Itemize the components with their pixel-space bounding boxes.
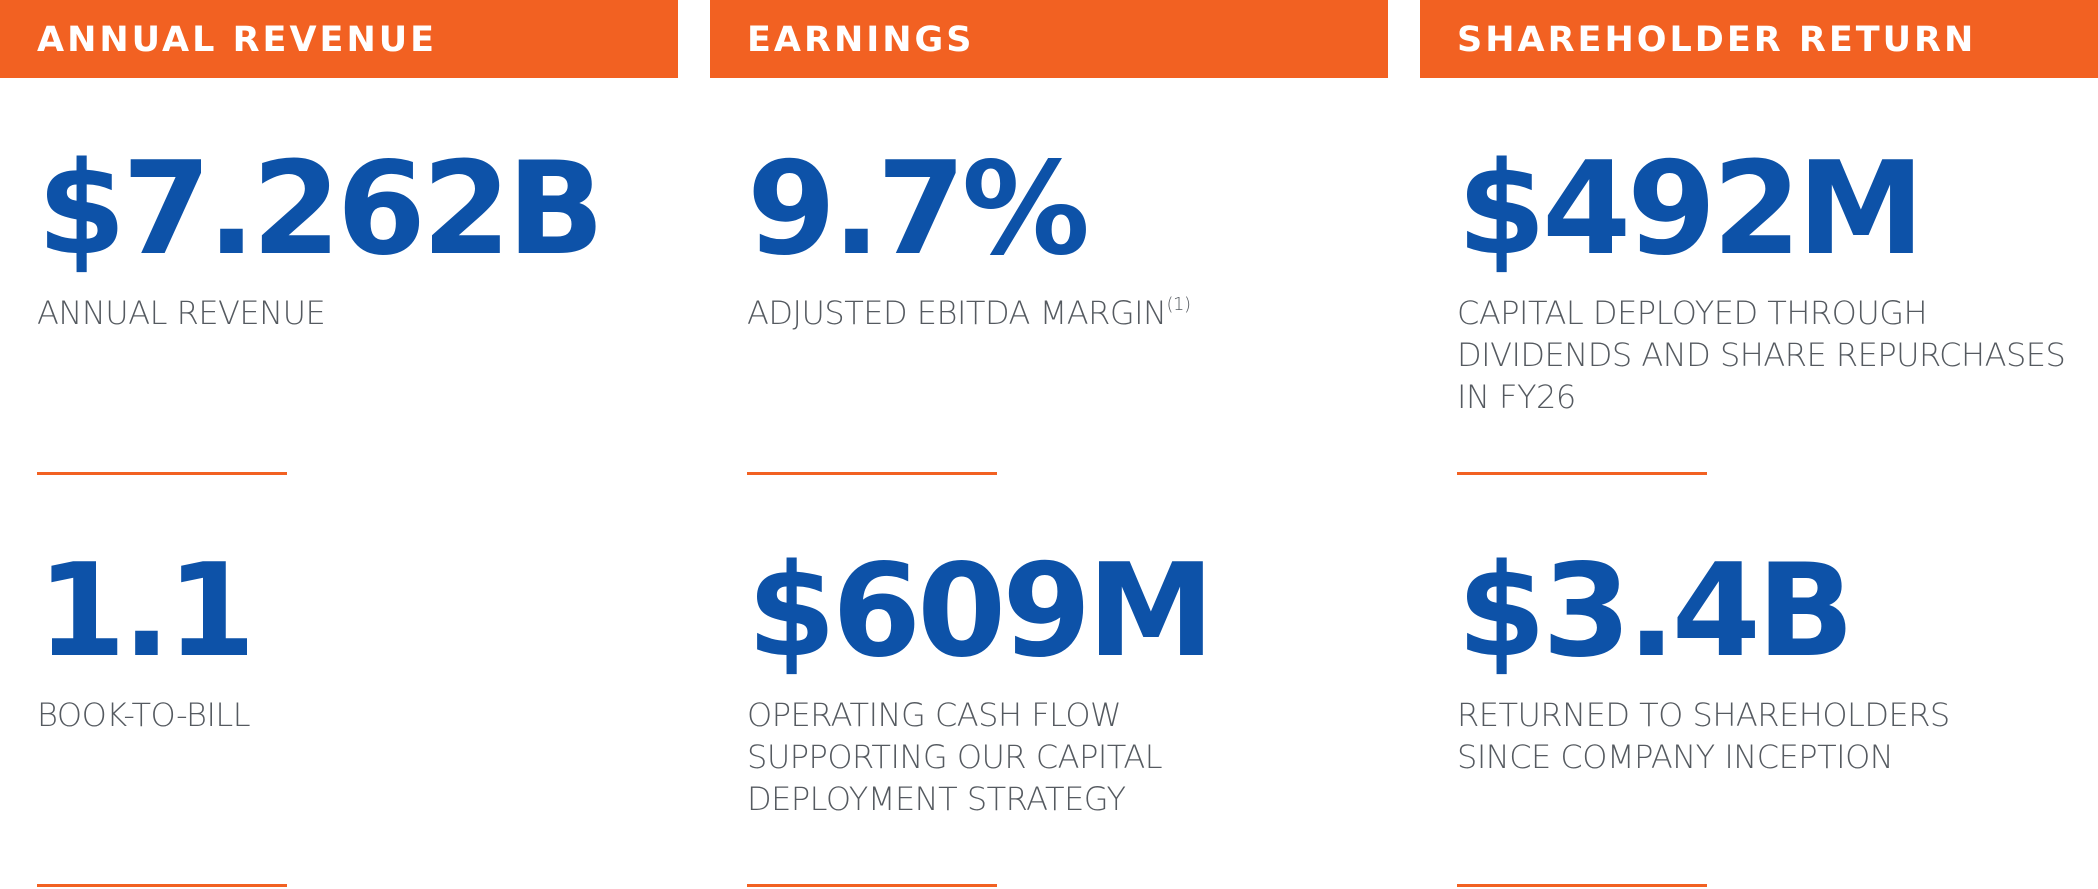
book-to-bill-metric: 1.1 BOOK-TO-BILL (37, 542, 677, 736)
annual-revenue-header-bar: ANNUAL REVENUE (0, 0, 678, 78)
shareholder-return-header-bar: SHAREHOLDER RETURN (1420, 0, 2098, 78)
capital-deployed-description-text: CAPITAL DEPLOYED THROUGH DIVIDENDS AND S… (1457, 294, 2066, 416)
earnings-header-label: EARNINGS (747, 20, 975, 60)
earnings-column: EARNINGS 9.7% ADJUSTED EBITDA MARGIN(1) … (710, 0, 1388, 889)
book-to-bill-value: 1.1 (37, 537, 256, 686)
annual-revenue-description-text: ANNUAL REVENUE (37, 294, 326, 332)
capital-deployed-description: CAPITAL DEPLOYED THROUGH DIVIDENDS AND S… (1457, 292, 2097, 418)
earnings-header-bar: EARNINGS (710, 0, 1388, 78)
operating-cash-flow-description-text: OPERATING CASH FLOW SUPPORTING OUR CAPIT… (747, 696, 1163, 818)
returned-to-shareholders-value: $3.4B (1457, 537, 1854, 686)
capital-deployed-value: $492M (1457, 135, 1925, 284)
ebitda-margin-description-text: ADJUSTED EBITDA MARGIN (747, 294, 1167, 332)
ebitda-margin-metric: 9.7% ADJUSTED EBITDA MARGIN(1) (747, 140, 1387, 334)
returned-to-shareholders-description: RETURNED TO SHAREHOLDERS SINCE COMPANY I… (1457, 694, 2097, 778)
capital-deployed-metric: $492M CAPITAL DEPLOYED THROUGH DIVIDENDS… (1457, 140, 2097, 418)
annual-revenue-metric: $7.262B ANNUAL REVENUE (37, 140, 677, 334)
book-to-bill-description: BOOK-TO-BILL (37, 694, 677, 736)
book-to-bill-description-text: BOOK-TO-BILL (37, 696, 251, 734)
annual-revenue-value: $7.262B (37, 135, 605, 284)
operating-cash-flow-metric: $609M OPERATING CASH FLOW SUPPORTING OUR… (747, 542, 1387, 820)
operating-cash-flow-description: OPERATING CASH FLOW SUPPORTING OUR CAPIT… (747, 694, 1387, 820)
annual-revenue-header-label: ANNUAL REVENUE (37, 20, 438, 60)
returned-to-shareholders-divider (1457, 884, 1707, 887)
ebitda-margin-divider (747, 472, 997, 475)
operating-cash-flow-divider (747, 884, 997, 887)
annual-revenue-column: ANNUAL REVENUE $7.262B ANNUAL REVENUE 1.… (0, 0, 678, 889)
ebitda-margin-footnote-marker: (1) (1166, 294, 1191, 315)
annual-revenue-divider (37, 472, 287, 475)
shareholder-return-header-label: SHAREHOLDER RETURN (1457, 20, 1977, 60)
returned-to-shareholders-description-text: RETURNED TO SHAREHOLDERS SINCE COMPANY I… (1457, 696, 1950, 776)
ebitda-margin-value: 9.7% (747, 135, 1090, 284)
operating-cash-flow-value: $609M (747, 537, 1215, 686)
shareholder-return-column: SHAREHOLDER RETURN $492M CAPITAL DEPLOYE… (1420, 0, 2098, 889)
annual-revenue-description: ANNUAL REVENUE (37, 292, 677, 334)
ebitda-margin-description: ADJUSTED EBITDA MARGIN(1) (747, 292, 1387, 334)
book-to-bill-divider (37, 884, 287, 887)
returned-to-shareholders-metric: $3.4B RETURNED TO SHAREHOLDERS SINCE COM… (1457, 542, 2097, 778)
capital-deployed-divider (1457, 472, 1707, 475)
